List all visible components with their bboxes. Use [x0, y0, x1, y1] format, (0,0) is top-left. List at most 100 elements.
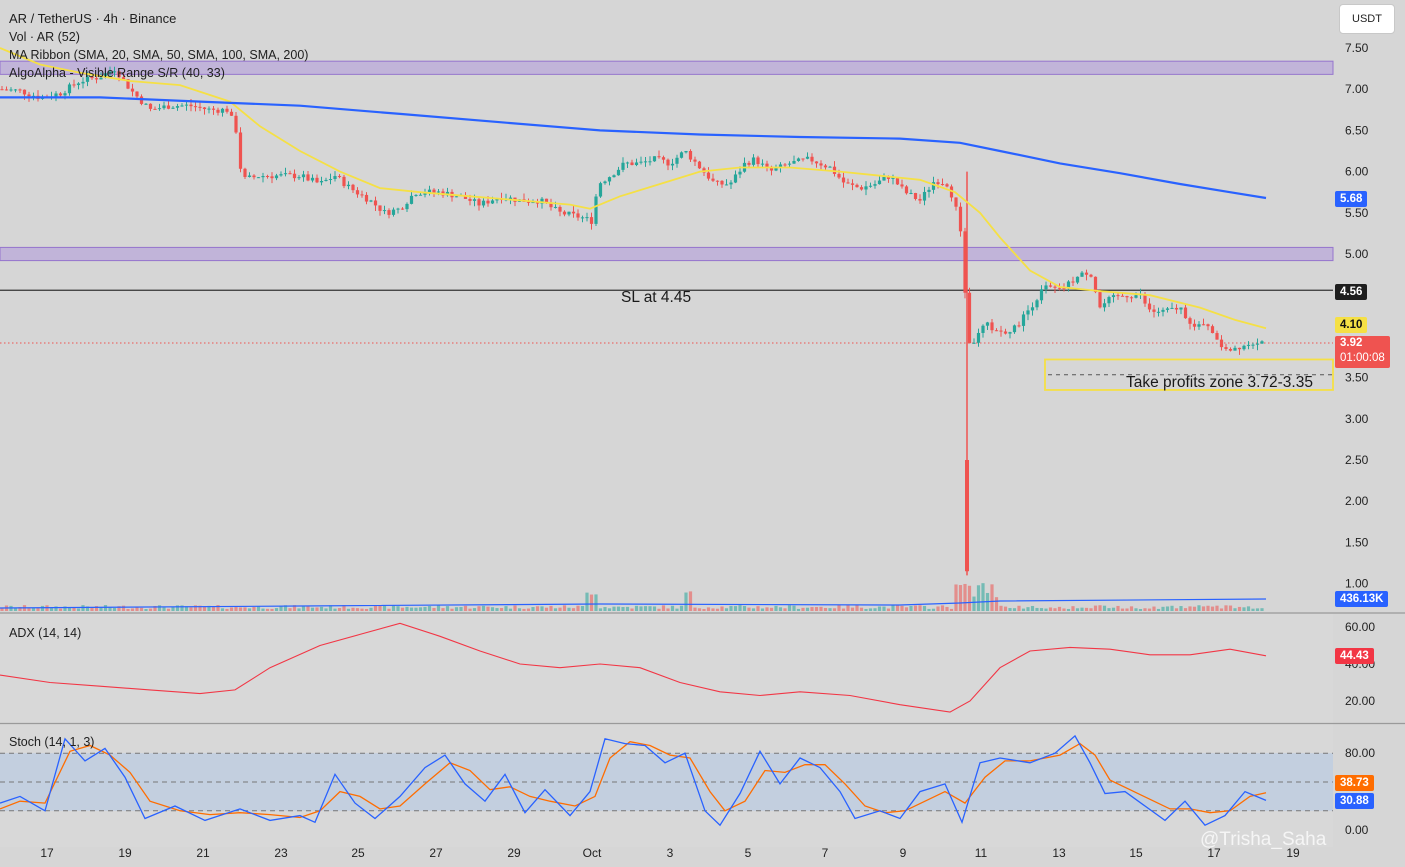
candle-body [1224, 347, 1228, 349]
candle-body [1003, 331, 1008, 334]
candle-body [508, 197, 513, 200]
volume-bar [1233, 608, 1237, 611]
support-zone-1 [0, 246, 1334, 262]
volume-bar [706, 607, 711, 611]
adx-label[interactable]: ADX (14, 14) [9, 626, 82, 640]
volume-bar [616, 606, 621, 611]
volume-bar [27, 608, 31, 611]
sma20-price-badge: 4.10 [1335, 317, 1368, 333]
candle-body [639, 161, 643, 163]
volume-bar [225, 608, 229, 611]
indicator-sr[interactable]: AlgoAlpha - Visible Range S/R (40, 33) [9, 66, 225, 80]
volume-bar [643, 606, 648, 611]
volume-bar [346, 608, 351, 611]
volume-bar [481, 605, 486, 611]
volume-bar [418, 607, 423, 611]
candle-body [1215, 333, 1219, 340]
volume-bar [886, 608, 891, 611]
price-tick-label: 2.00 [1345, 494, 1369, 508]
time-tick-label: 5 [745, 846, 752, 860]
volume-bar [1224, 605, 1228, 611]
candle-body [166, 105, 171, 109]
time-tick-label: Oct [583, 846, 602, 860]
candle-body [756, 157, 760, 165]
candle-body [1111, 295, 1116, 298]
volume-bar [1255, 608, 1260, 611]
candle-body [666, 159, 670, 166]
adx-value-badge: 44.43 [1335, 648, 1374, 664]
sma200-line [0, 96, 1267, 200]
candle-body [652, 156, 657, 162]
candle-body [567, 211, 571, 215]
volume-bar [1183, 608, 1188, 611]
volume-bar [787, 605, 792, 611]
volume-bar [292, 605, 297, 611]
volume-bar [463, 605, 468, 611]
volume-bar [562, 605, 567, 611]
volume-bar [603, 607, 607, 611]
candle-body [108, 71, 112, 74]
candle-body [931, 182, 936, 190]
volume-bar [576, 605, 580, 611]
candle-body [346, 184, 351, 187]
volume-bar [283, 605, 288, 611]
candle-body [747, 162, 751, 165]
candle-body [252, 175, 256, 178]
candle-body [76, 83, 81, 86]
tp-annotation: Take profits zone 3.72-3.35 [1126, 374, 1313, 391]
volume-bar [198, 605, 202, 611]
candle-body [819, 163, 823, 166]
volume-bar [486, 606, 490, 611]
volume-bar [693, 607, 697, 611]
candle-body [99, 77, 103, 80]
candle-body [243, 168, 247, 177]
volume-bar [945, 606, 949, 611]
candle-body [1026, 310, 1030, 315]
candle-body [94, 78, 99, 80]
candle-body [261, 176, 265, 178]
candle-body [283, 173, 288, 175]
volume-bar [81, 605, 85, 611]
candle-body [207, 108, 211, 110]
volume-bar [337, 608, 342, 611]
volume-bar [823, 607, 828, 611]
volume-bar [657, 608, 661, 611]
volume-bar [400, 607, 405, 611]
candle-body [873, 184, 877, 186]
volume-bar [729, 605, 733, 611]
indicator-ma-ribbon[interactable]: MA Ribbon (SMA, 20, SMA, 50, SMA, 100, S… [9, 48, 309, 62]
candle-body [868, 185, 873, 187]
candle-body [193, 106, 198, 108]
price-tick-label: 6.00 [1345, 165, 1369, 179]
candle-body [301, 174, 306, 178]
stoch-label[interactable]: Stoch (14, 1, 3) [9, 735, 95, 749]
volume-bar [837, 605, 841, 611]
volume-bar [441, 608, 445, 611]
volume-bar [760, 608, 765, 611]
time-tick-label: 23 [274, 846, 288, 860]
volume-bar [1165, 606, 1170, 611]
candle-body [67, 84, 72, 94]
symbol-title[interactable]: AR / TetherUS · 4h · Binance [9, 11, 177, 26]
volume-bar [711, 608, 715, 611]
candle-body [360, 194, 364, 196]
indicator-volume[interactable]: Vol · AR (52) [9, 30, 80, 44]
candle-body [1134, 295, 1138, 298]
volume-bar [1098, 605, 1102, 611]
volume-bar [634, 605, 639, 611]
volume-bar [450, 608, 454, 611]
volume-bar [153, 605, 157, 611]
volume-bar [112, 607, 117, 611]
candle-body [828, 166, 832, 168]
volume-bar [783, 608, 787, 611]
candle-body [535, 202, 540, 204]
currency-button[interactable]: USDT [1339, 4, 1395, 34]
volume-bar [747, 607, 751, 611]
volume-bar [36, 608, 40, 611]
candle-body [724, 184, 729, 186]
volume-bar [391, 605, 396, 611]
volume-bar [720, 606, 724, 611]
candle-body [247, 175, 252, 177]
candle-body [1206, 324, 1210, 327]
